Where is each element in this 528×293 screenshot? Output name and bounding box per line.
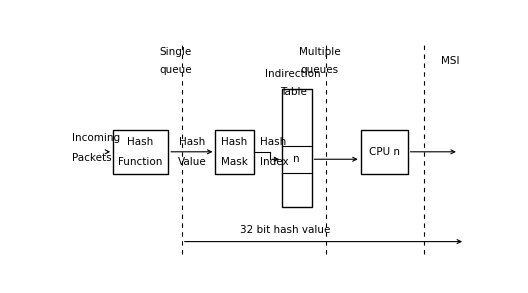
Text: queues: queues: [300, 65, 339, 75]
Text: Single: Single: [159, 47, 192, 57]
Text: Hash: Hash: [179, 137, 205, 147]
Text: Indirection: Indirection: [265, 69, 321, 79]
Text: Value: Value: [177, 157, 206, 167]
Bar: [113, 130, 168, 174]
Bar: [215, 130, 254, 174]
Text: queue: queue: [159, 65, 192, 75]
Text: Packets: Packets: [72, 153, 112, 163]
Text: MSI: MSI: [441, 56, 460, 66]
Text: Index: Index: [260, 157, 289, 167]
Bar: [361, 130, 408, 174]
Text: Table: Table: [280, 86, 307, 97]
Text: Incoming: Incoming: [72, 133, 120, 143]
Text: Multiple: Multiple: [299, 47, 341, 57]
Text: Mask: Mask: [221, 157, 248, 167]
Text: Hash: Hash: [260, 137, 287, 147]
Text: 32 bit hash value: 32 bit hash value: [240, 225, 331, 235]
Text: Hash: Hash: [127, 137, 154, 147]
Text: Hash: Hash: [221, 137, 248, 147]
Bar: [282, 89, 312, 207]
Text: Function: Function: [118, 157, 163, 167]
Text: CPU n: CPU n: [369, 147, 400, 157]
Text: n: n: [294, 154, 300, 164]
